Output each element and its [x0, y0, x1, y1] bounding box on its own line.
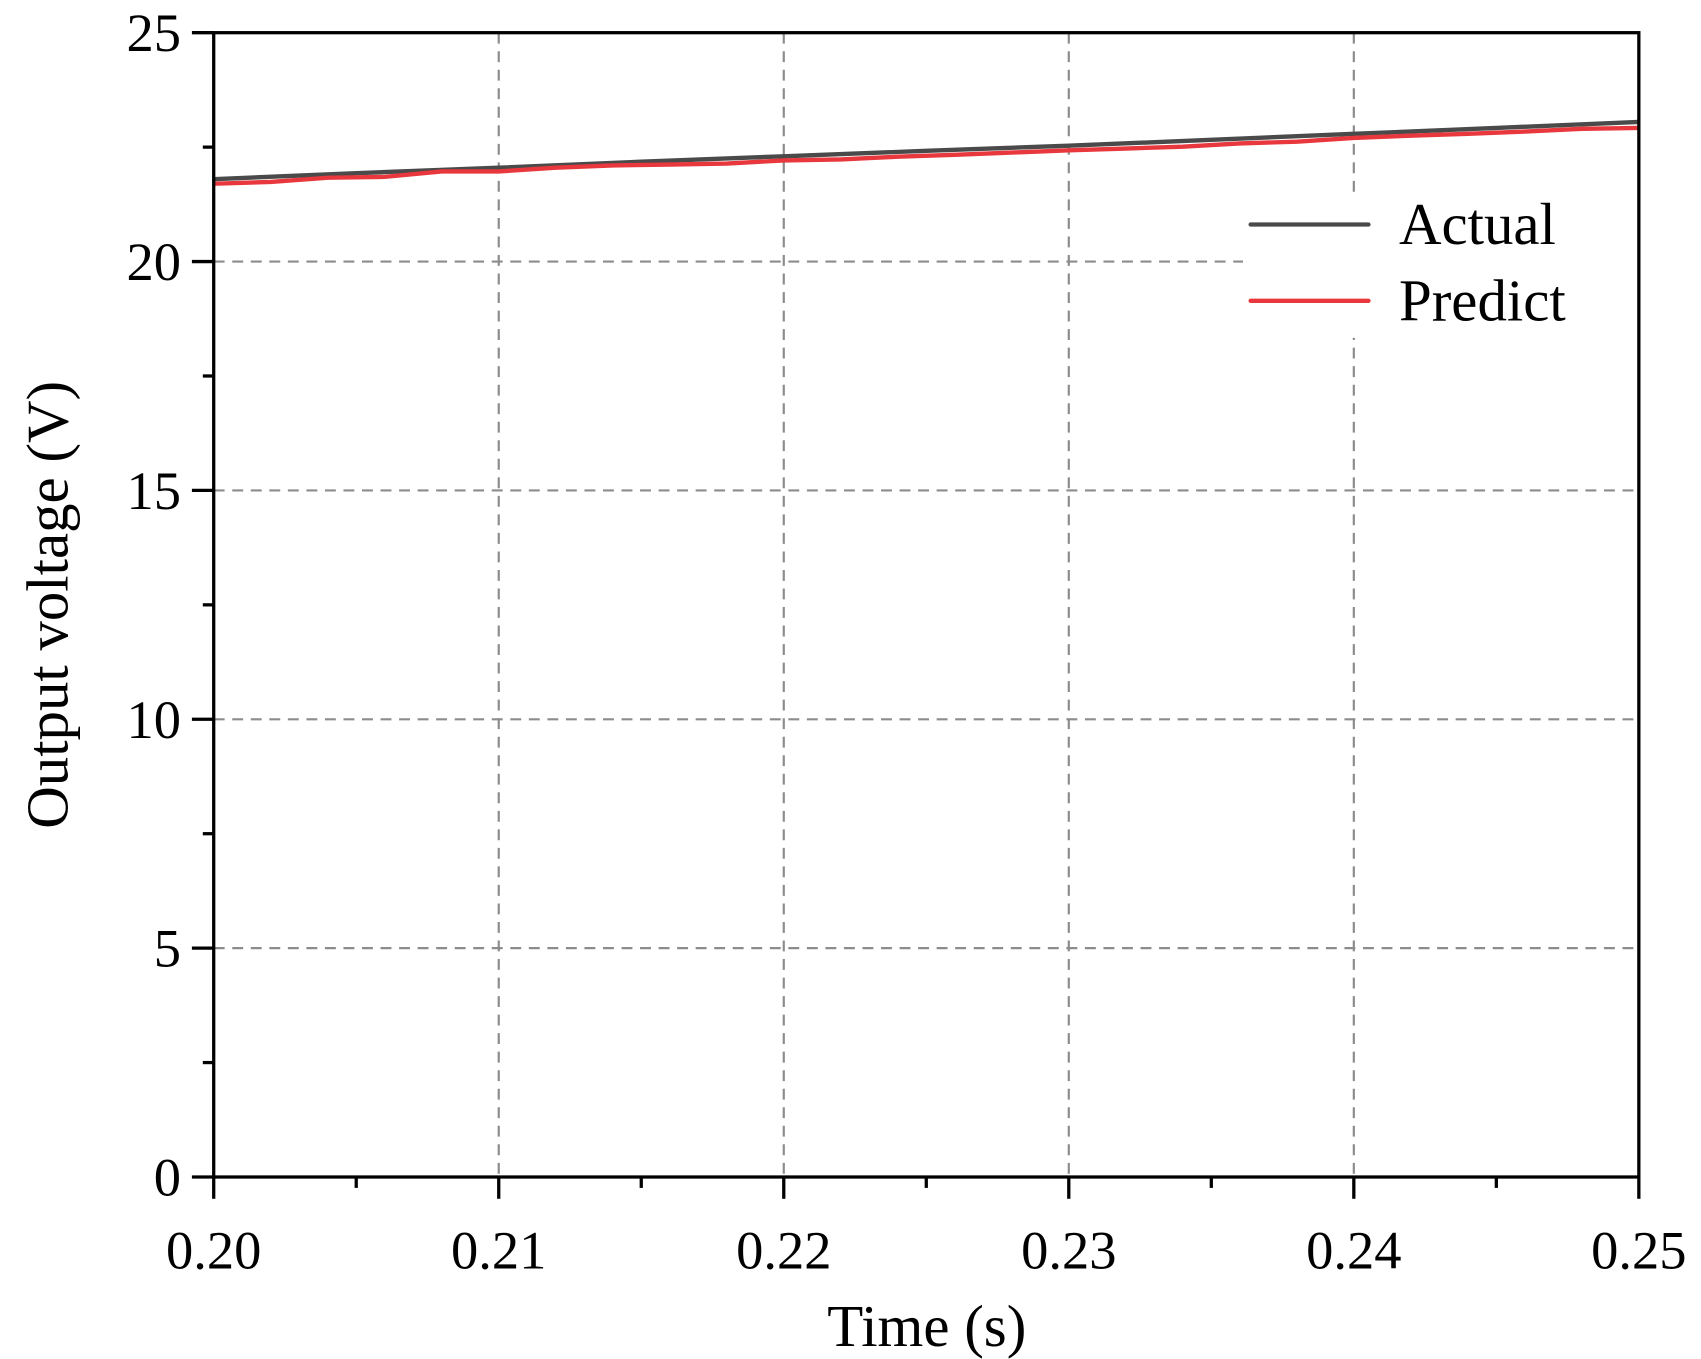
y-tick-label: 0 [154, 1147, 181, 1208]
x-tick-label: 0.21 [451, 1220, 546, 1281]
tick-labels: 0 5 10 15 20 25 0.20 0.21 0.22 0.23 0.24 0.25 [126, 2, 1686, 1280]
x-axis-title: Time (s) [827, 1294, 1026, 1359]
data-series [213, 119, 1639, 186]
y-tick-label: 20 [126, 231, 181, 292]
axes [191, 31, 1641, 1199]
legend-background [1243, 196, 1636, 338]
x-tick-label: 0.20 [166, 1220, 261, 1281]
legend-label-predict: Predict [1399, 268, 1566, 333]
x-tick-label: 0.24 [1306, 1220, 1401, 1281]
y-tick-label: 5 [154, 918, 181, 979]
series-line-predict [213, 125, 1639, 186]
legend-label-actual: Actual [1399, 192, 1556, 257]
x-tick-label: 0.22 [736, 1220, 831, 1281]
series-line-actual [213, 119, 1639, 182]
legend: Actual Predict [1248, 192, 1566, 333]
x-tick-label: 0.23 [1021, 1220, 1116, 1281]
y-tick-label: 25 [126, 2, 181, 63]
y-tick-label: 10 [126, 689, 181, 750]
y-axis-title: Output voltage (V) [16, 381, 81, 829]
y-tick-label: 15 [126, 460, 181, 521]
x-tick-label: 0.25 [1591, 1220, 1686, 1281]
